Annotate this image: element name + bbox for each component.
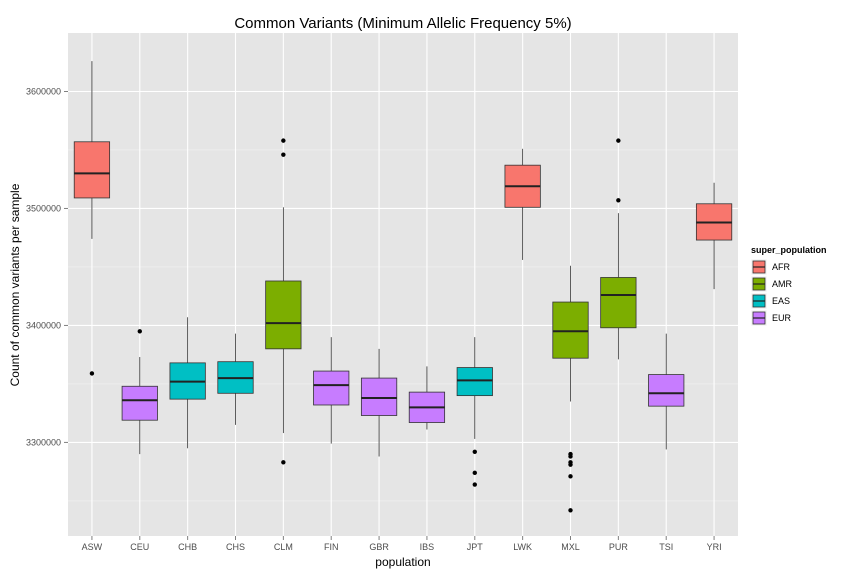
x-tick-label: CEU — [130, 542, 149, 552]
outlier-point — [281, 152, 286, 157]
outlier-point — [568, 508, 573, 513]
box-ibs — [408, 366, 446, 430]
chart-title: Common Variants (Minimum Allelic Frequen… — [234, 15, 571, 32]
x-tick-label: TSI — [659, 542, 673, 552]
x-tick-label: FIN — [324, 542, 339, 552]
box-asw — [73, 61, 111, 376]
y-tick-label: 3300000 — [26, 437, 61, 447]
box-clm — [265, 138, 302, 465]
x-tick-label: LWK — [513, 542, 532, 552]
x-tick-label: JPT — [467, 542, 484, 552]
x-tick-label: CLM — [274, 542, 293, 552]
box-ceu — [121, 329, 158, 455]
box-body — [313, 370, 350, 406]
outlier-point — [89, 371, 95, 376]
x-tick-label: GBR — [369, 542, 389, 552]
outlier-point — [568, 454, 573, 459]
y-axis: 3300000 3400000 3500000 3600000 — [26, 86, 68, 447]
box-yri — [695, 182, 733, 290]
plot-panel — [68, 33, 738, 536]
x-axis-title: population — [375, 555, 430, 569]
box-body — [360, 377, 398, 416]
box-body — [73, 141, 111, 199]
y-tick-label: 3500000 — [26, 203, 61, 213]
box-body — [648, 374, 685, 407]
box-mxl — [552, 265, 589, 513]
box-body — [456, 367, 493, 397]
outlier-point — [281, 138, 286, 143]
box-jpt — [456, 337, 493, 487]
outlier-point — [568, 474, 573, 479]
legend-title: super_population — [751, 245, 827, 255]
box-body — [121, 385, 158, 421]
y-tick-label: 3400000 — [26, 320, 61, 330]
x-tick-label: CHS — [226, 542, 245, 552]
x-tick-label: ASW — [82, 542, 103, 552]
box-lwk — [504, 148, 541, 260]
box-chs — [217, 333, 254, 425]
box-fin — [313, 337, 350, 444]
outlier-point — [616, 138, 621, 143]
outlier-point — [472, 482, 477, 487]
box-body — [552, 301, 589, 359]
box-pur — [600, 138, 637, 360]
outlier-point — [616, 198, 621, 203]
outlier-point — [281, 460, 286, 465]
box-body — [265, 280, 302, 350]
outlier-point — [137, 329, 142, 334]
box-chb — [169, 317, 206, 449]
legend: super_population AFR AMR EAS EUR — [750, 245, 827, 327]
legend-label-afr: AFR — [772, 262, 791, 272]
x-tick-label: YRI — [707, 542, 722, 552]
box-gbr — [360, 348, 398, 457]
legend-label-amr: AMR — [772, 279, 793, 289]
box-tsi — [648, 333, 685, 450]
x-tick-label: PUR — [609, 542, 629, 552]
box-body — [600, 277, 637, 329]
x-axis: ASW CEU CHB CHS CLM FIN GBR IBS JPT LWK MXL PUR TSI Y… — [82, 536, 722, 552]
y-axis-title: Count of common variants per sample — [8, 183, 22, 386]
x-tick-label: IBS — [420, 542, 435, 552]
legend-label-eur: EUR — [772, 313, 792, 323]
y-tick-label: 3600000 — [26, 86, 61, 96]
outlier-point — [472, 449, 477, 454]
boxes-layer — [73, 61, 733, 513]
outlier-point — [568, 462, 573, 467]
legend-label-eas: EAS — [772, 296, 790, 306]
outlier-point — [472, 470, 477, 476]
x-tick-label: CHB — [178, 542, 197, 552]
x-tick-label: MXL — [561, 542, 580, 552]
